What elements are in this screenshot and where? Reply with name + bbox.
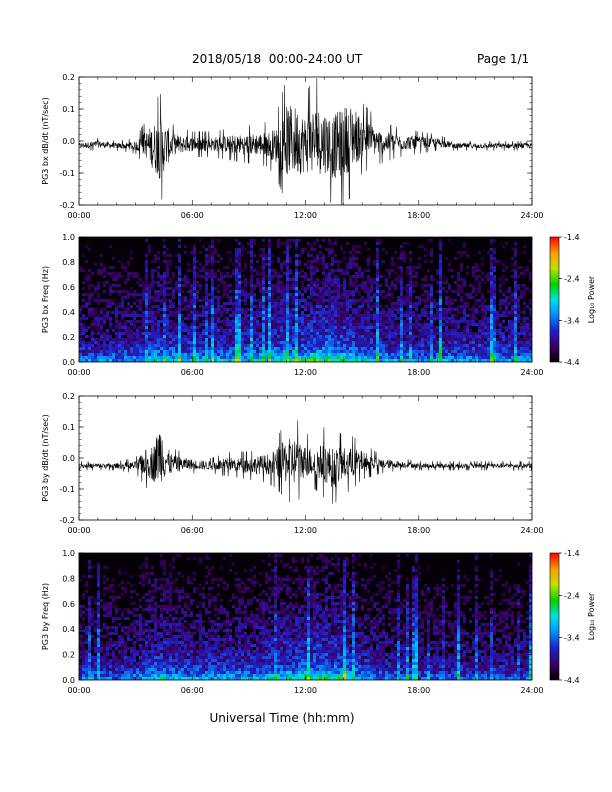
y-tick-label: 0.1 (62, 105, 75, 114)
y-tick-label: 0.6 (62, 283, 75, 292)
page-number: Page 1/1 (477, 52, 530, 66)
y-tick-label: 0.1 (62, 423, 75, 432)
y-axis-label: PG3 bx dB/dt (nT/sec) (41, 97, 50, 184)
y-tick-label: 0.0 (62, 137, 75, 146)
panel-3: 00:00 06:00 12:00 18:00 24:00 0.2 0.1 0.0 -0.1 -0… (41, 392, 544, 535)
y-tick-label: 0.0 (62, 454, 75, 463)
colorbar-tick-label: -1.4 (564, 233, 580, 242)
colorbar-label: Log₁₀ Power (587, 592, 596, 640)
y-tick-label: -0.2 (59, 516, 75, 525)
y-tick-label: -0.1 (59, 485, 75, 494)
y-tick-label: 0.8 (62, 574, 75, 583)
x-tick-label: 24:00 (520, 526, 543, 535)
y-tick-label: 0.2 (62, 73, 75, 82)
y-tick-label: 0.4 (62, 625, 75, 634)
y-axis-label: PG3 by dB/dt (nT/sec) (41, 414, 50, 501)
y-tick-label: -0.2 (59, 201, 75, 210)
x-tick-label: 12:00 (294, 686, 317, 695)
y-tick-label: 0.2 (62, 333, 75, 342)
x-tick-label: 06:00 (181, 526, 204, 535)
y-tick-label: 0.2 (62, 392, 75, 401)
x-tick-label: 18:00 (407, 686, 430, 695)
colorbar-tick-label: -2.4 (564, 275, 580, 284)
spectrogram-cells (79, 554, 532, 680)
x-tick-label: 12:00 (294, 526, 317, 535)
colorbar-tick-label: -3.4 (564, 634, 580, 643)
x-tick-label: 18:00 (407, 211, 430, 220)
x-tick-label: 00:00 (67, 526, 90, 535)
colorbar-label: Log₁₀ Power (587, 275, 596, 323)
y-axis-label: PG3 by Freq (Hz) (41, 583, 50, 650)
colorbar-tick-label: -4.4 (564, 676, 580, 685)
y-tick-label: 0.4 (62, 308, 75, 317)
colorbar-tick-label: -3.4 (564, 316, 580, 325)
y-tick-label: 0.0 (62, 358, 75, 367)
y-tick-label: 0.6 (62, 600, 75, 609)
y-tick-label: 0.2 (62, 651, 75, 660)
colorbar-tick-label: -4.4 (564, 358, 580, 367)
panel-2: -1.4 -2.4 -3.4 -4.4 Log₁₀ Power 00:00 06:00 12:… (41, 233, 596, 377)
x-tick-label: 18:00 (407, 526, 430, 535)
colorbar-tick-label: -2.4 (564, 591, 580, 600)
y-tick-label: 1.0 (62, 549, 75, 558)
x-tick-label: 00:00 (67, 686, 90, 695)
y-axis-label: PG3 bx Freq (Hz) (41, 266, 50, 333)
x-tick-label: 12:00 (294, 211, 317, 220)
panel-4: -1.4 -2.4 -3.4 -4.4 Log₁₀ Power 00:00 06:00 12:… (41, 549, 596, 695)
spectrogram-cells (79, 239, 532, 362)
colorbar-tick-label: -1.4 (564, 549, 580, 558)
x-tick-label: 12:00 (294, 368, 317, 377)
x-tick-label: 06:00 (181, 686, 204, 695)
x-tick-label: 06:00 (181, 211, 204, 220)
colorbar (549, 236, 560, 363)
x-tick-label: 06:00 (181, 368, 204, 377)
page-title: 2018/05/18 00:00-24:00 UT (192, 52, 363, 66)
colorbar (549, 552, 560, 681)
y-tick-label: 0.8 (62, 258, 75, 267)
y-tick-label: 1.0 (62, 233, 75, 242)
x-tick-label: 00:00 (67, 211, 90, 220)
x-tick-label: 24:00 (520, 211, 543, 220)
x-axis-label: Universal Time (hh:mm) (209, 711, 354, 725)
x-tick-label: 18:00 (407, 368, 430, 377)
signal-trace (78, 420, 533, 504)
x-tick-label: 24:00 (520, 686, 543, 695)
x-tick-label: 24:00 (520, 368, 543, 377)
signal-trace (78, 78, 533, 206)
y-tick-label: 0.0 (62, 676, 75, 685)
y-tick-label: -0.1 (59, 169, 75, 178)
x-tick-label: 00:00 (67, 368, 90, 377)
panel-1: 00:00 06:00 12:00 18:00 24:00 0.2 0.1 0.0 -0.1 -0… (41, 73, 544, 220)
